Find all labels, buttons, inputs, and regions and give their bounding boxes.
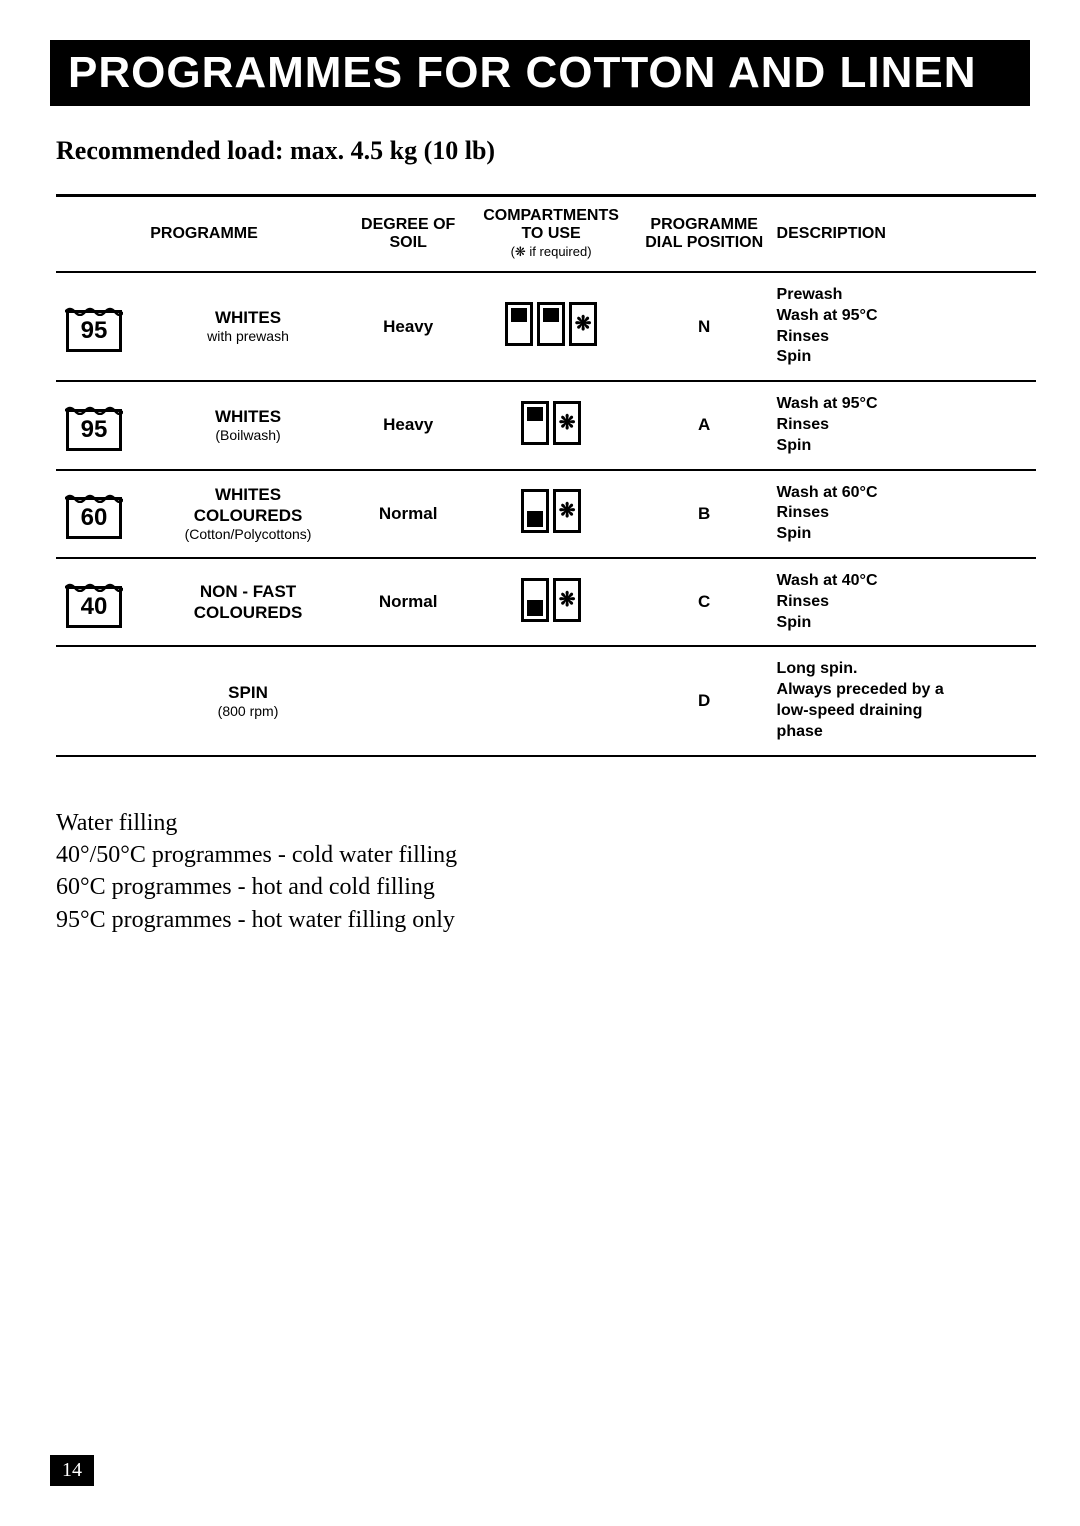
description-line: Wash at 40°C — [777, 571, 1030, 592]
description-line: Spin — [777, 524, 1030, 545]
dial-position-cell: D — [638, 646, 771, 755]
table-row: SPIN(800 rpm)DLong spin.Always preceded … — [56, 646, 1036, 755]
description-line: Always preceded by a — [777, 680, 1030, 701]
detergent-compartment-icon — [521, 578, 549, 622]
compartments-icon: ❋ — [521, 401, 581, 445]
notes-heading: Water filling — [56, 807, 1030, 839]
description-cell: Wash at 40°CRinsesSpin — [771, 558, 1036, 646]
temperature-value: 40 — [66, 586, 122, 628]
compartments-cell: ❋ — [464, 558, 638, 646]
description-line: Spin — [777, 613, 1030, 634]
description-line: Wash at 95°C — [777, 306, 1030, 327]
page-subtitle: Recommended load: max. 4.5 kg (10 lb) — [56, 136, 1030, 166]
compartments-icon: ❋ — [521, 489, 581, 533]
care-symbol-icon: 40 — [62, 577, 126, 628]
description-line: Rinses — [777, 592, 1030, 613]
table-row: 60 WHITESCOLOUREDS(Cotton/Polycottons)Nor… — [56, 470, 1036, 558]
col-header-programme: PROGRAMME — [56, 196, 352, 273]
compartments-cell: ❋ — [464, 381, 638, 469]
description-line: Prewash — [777, 285, 1030, 306]
col-header-compartments: COMPARTMENTS TO USE (❋ if required) — [464, 196, 638, 273]
description-line: Long spin. — [777, 659, 1030, 680]
notes-line: 40°/50°C programmes - cold water filling — [56, 839, 1030, 871]
care-symbol-icon: 95 — [62, 400, 126, 451]
notes-line: 95°C programmes - hot water filling only — [56, 904, 1030, 936]
compartments-cell: ❋ — [464, 470, 638, 558]
page-title: PROGRAMMES FOR COTTON AND LINEN — [68, 48, 1012, 98]
dial-position-cell: C — [638, 558, 771, 646]
description-cell: Wash at 60°CRinsesSpin — [771, 470, 1036, 558]
description-line: Spin — [777, 347, 1030, 368]
col-header-dial: PROGRAMME DIAL POSITION — [638, 196, 771, 273]
programme-label: NON - FASTCOLOUREDS — [150, 581, 346, 624]
softener-compartment-icon: ❋ — [553, 578, 581, 622]
description-line: Wash at 95°C — [777, 394, 1030, 415]
description-line: Rinses — [777, 503, 1030, 524]
programme-label: WHITES(Boilwash) — [150, 406, 346, 445]
description-line: Rinses — [777, 327, 1030, 348]
temperature-value: 60 — [66, 497, 122, 539]
description-line: Spin — [777, 436, 1030, 457]
temperature-value: 95 — [66, 310, 122, 352]
care-symbol-icon: 95 — [62, 301, 126, 352]
softener-compartment-icon: ❋ — [569, 302, 597, 346]
table-row: 95WHITESwith prewashHeavy❋NPrewashWash a… — [56, 272, 1036, 381]
detergent-compartment-icon — [521, 401, 549, 445]
notes-line: 60°C programmes - hot and cold filling — [56, 871, 1030, 903]
description-line: low-speed draining — [777, 701, 1030, 722]
table-row: 40NON - FASTCOLOUREDSNormal❋CWash at 40°… — [56, 558, 1036, 646]
soil-cell: Heavy — [352, 381, 464, 469]
care-symbol-icon: 60 — [62, 488, 126, 539]
col-header-soil: DEGREE OF SOIL — [352, 196, 464, 273]
programme-cell: 60 WHITESCOLOUREDS(Cotton/Polycottons) — [56, 470, 352, 558]
dial-position-cell: N — [638, 272, 771, 381]
detergent-compartment-icon — [537, 302, 565, 346]
page-title-bar: PROGRAMMES FOR COTTON AND LINEN — [50, 40, 1030, 106]
softener-compartment-icon: ❋ — [553, 401, 581, 445]
programme-cell: 95 WHITES(Boilwash) — [56, 381, 352, 469]
table-row: 95WHITES(Boilwash)Heavy❋AWash at 95°CRin… — [56, 381, 1036, 469]
compartments-cell: ❋ — [464, 272, 638, 381]
description-cell: Long spin.Always preceded by alow-speed … — [771, 646, 1036, 755]
programme-label: SPIN(800 rpm) — [150, 682, 346, 721]
softener-compartment-icon: ❋ — [553, 489, 581, 533]
table-header-row: PROGRAMME DEGREE OF SOIL COMPARTMENTS TO… — [56, 196, 1036, 273]
soil-cell: Heavy — [352, 272, 464, 381]
programme-cell: SPIN(800 rpm) — [56, 646, 352, 755]
water-filling-notes: Water filling 40°/50°C programmes - cold… — [56, 807, 1030, 937]
dial-position-cell: A — [638, 381, 771, 469]
description-line: Wash at 60°C — [777, 483, 1030, 504]
temperature-value: 95 — [66, 409, 122, 451]
soil-cell — [352, 646, 464, 755]
programme-table: PROGRAMME DEGREE OF SOIL COMPARTMENTS TO… — [56, 194, 1036, 757]
soil-cell: Normal — [352, 470, 464, 558]
description-cell: Wash at 95°CRinsesSpin — [771, 381, 1036, 469]
programme-cell: 95 WHITESwith prewash — [56, 272, 352, 381]
programme-label: WHITESwith prewash — [150, 307, 346, 346]
compartments-cell — [464, 646, 638, 755]
compartments-icon: ❋ — [521, 578, 581, 622]
detergent-compartment-icon — [505, 302, 533, 346]
description-line: Rinses — [777, 415, 1030, 436]
dial-position-cell: B — [638, 470, 771, 558]
detergent-compartment-icon — [521, 489, 549, 533]
description-line: phase — [777, 722, 1030, 743]
col-header-desc: DESCRIPTION — [771, 196, 1036, 273]
programme-label: WHITESCOLOUREDS(Cotton/Polycottons) — [150, 484, 346, 544]
page-number: 14 — [50, 1455, 94, 1486]
compartments-icon: ❋ — [505, 302, 597, 346]
description-cell: PrewashWash at 95°CRinsesSpin — [771, 272, 1036, 381]
programme-cell: 40 NON - FASTCOLOUREDS — [56, 558, 352, 646]
soil-cell: Normal — [352, 558, 464, 646]
